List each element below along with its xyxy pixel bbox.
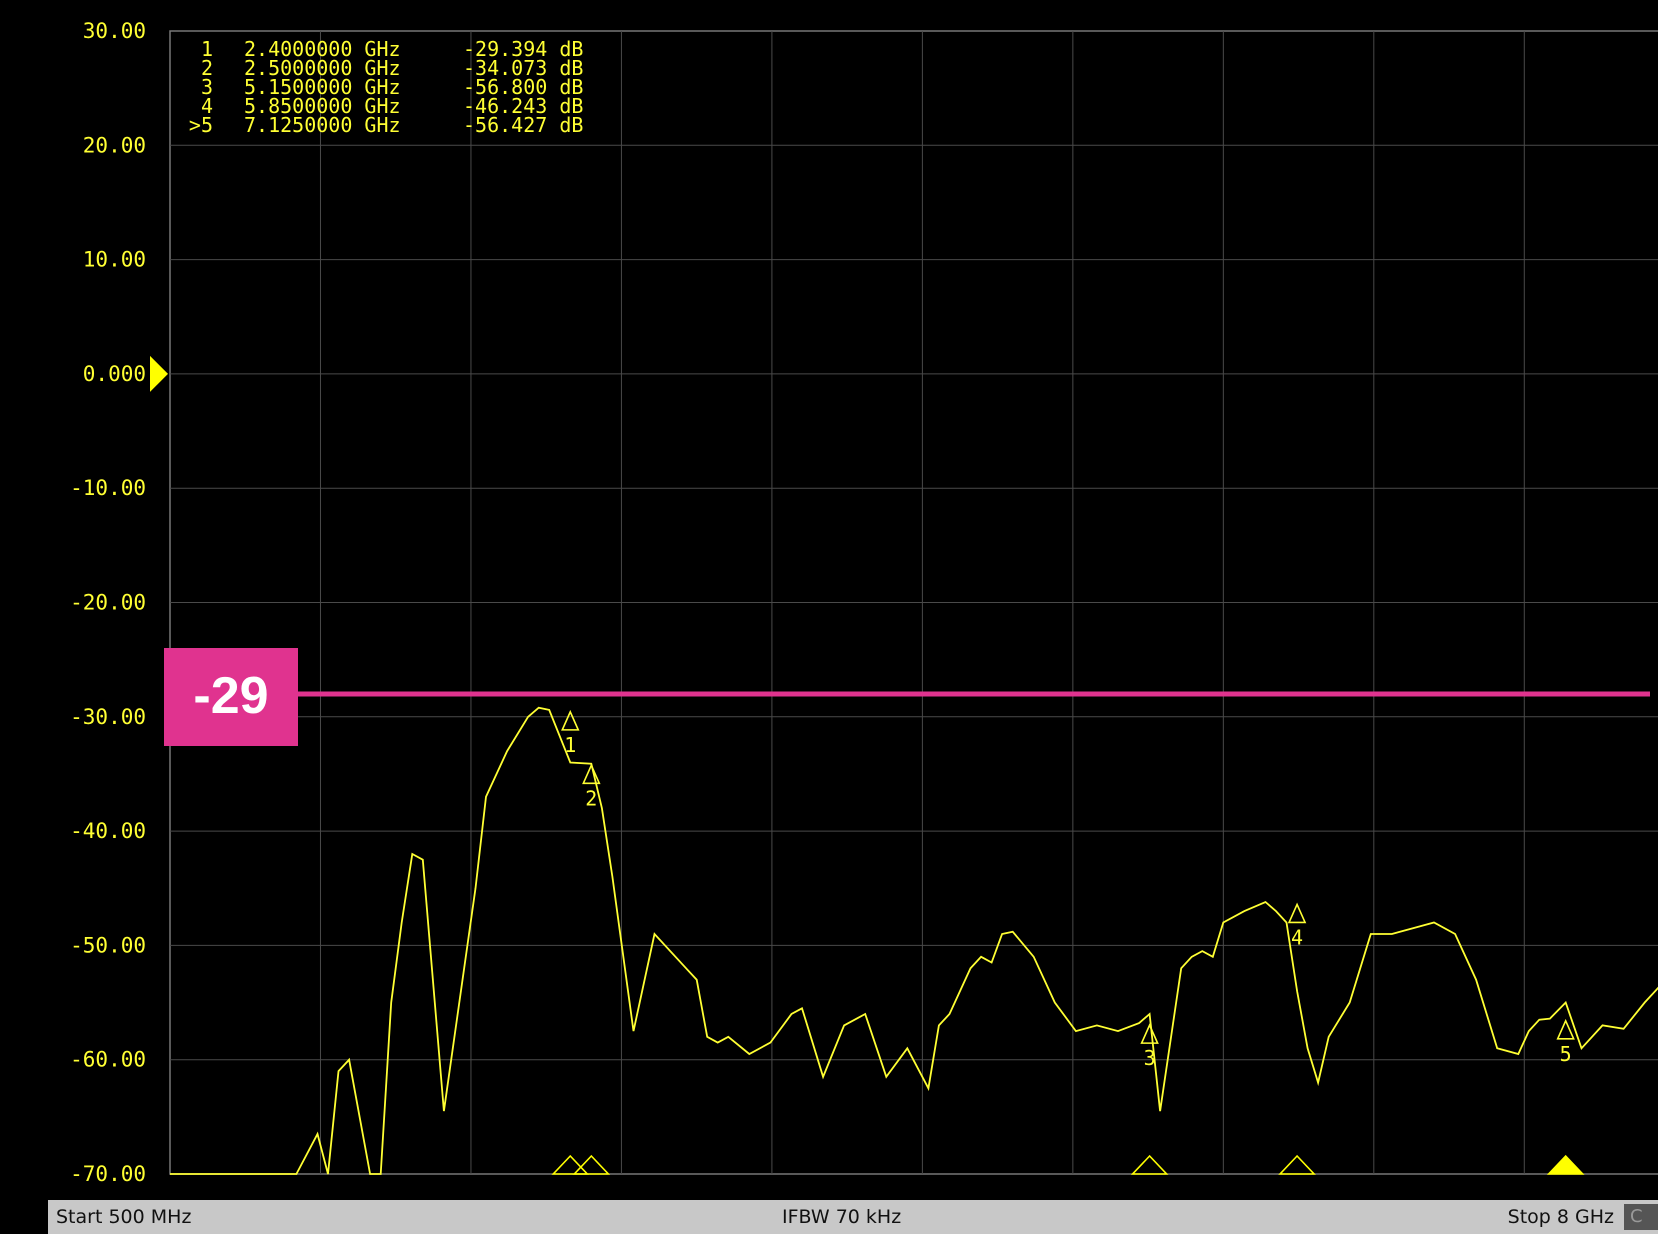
marker-table-cell: 1 (201, 37, 213, 61)
marker-table-cell: 5.1500000 GHz (244, 75, 401, 99)
y-tick-label: 30.00 (83, 19, 146, 43)
marker-table-cell: -46.243 dB (463, 94, 583, 118)
y-tick-label: -70.00 (70, 1162, 146, 1186)
trace (170, 706, 1658, 1175)
grid (169, 30, 1658, 1175)
marker-table-cell: -56.800 dB (463, 75, 583, 99)
trace-line (170, 706, 1658, 1175)
marker-label: 2 (585, 786, 597, 810)
stop-frequency[interactable]: Stop 8 GHz (1507, 1206, 1614, 1228)
marker-label: 5 (1560, 1042, 1572, 1066)
y-tick-label: 10.00 (83, 248, 146, 272)
marker-triangle (1287, 902, 1307, 924)
if-bandwidth[interactable]: IFBW 70 kHz (782, 1206, 902, 1228)
marker-label: 4 (1291, 925, 1303, 949)
y-tick-label: 0.000 (83, 362, 146, 386)
y-tick-label: -50.00 (70, 933, 146, 957)
marker-table-cell: -34.073 dB (463, 56, 583, 80)
marker-table-cell: >5 (189, 113, 213, 137)
marker-table-cell: 7.1250000 GHz (244, 113, 401, 137)
reference-level-marker (150, 355, 168, 392)
marker-table-cell: 2 (201, 56, 213, 80)
annotation-box: -29 (164, 647, 298, 746)
marker-table-cell: -56.427 dB (463, 113, 583, 137)
marker-stimulus-triangle (1278, 1154, 1316, 1175)
marker-label: 1 (564, 733, 576, 757)
marker-stimulus-triangle (551, 1154, 590, 1175)
status-bar: Start 500 MHz IFBW 70 kHz Stop 8 GHz C (48, 1200, 1658, 1234)
marker-stimulus-triangle (1130, 1154, 1169, 1175)
marker-table-cell: 5.8500000 GHz (244, 94, 401, 118)
marker-label: 3 (1144, 1046, 1156, 1070)
y-tick-label: -40.00 (70, 819, 146, 843)
y-tick-label: -20.00 (70, 591, 146, 615)
marker-stimulus-triangle (1546, 1154, 1585, 1175)
marker-table: 1 2.4000000 GHz -29.394 dB 2 2.5000000 GHz -3… (189, 37, 584, 137)
y-tick-label: -30.00 (70, 705, 146, 729)
marker-triangle (1140, 1023, 1159, 1044)
marker-triangle (582, 763, 601, 785)
y-tick-label: -60.00 (70, 1048, 146, 1072)
marker-table-cell: 3 (201, 75, 213, 99)
s-parameter-chart: 30.00 20.00 10.00 0.000 -10.00 -20.00 -30.00 -4… (70, 19, 1658, 1186)
y-tick-label: -10.00 (70, 476, 146, 500)
marker-stimulus-triangle (572, 1154, 611, 1175)
marker-table-cell: 4 (201, 94, 213, 118)
marker-triangle (561, 709, 580, 731)
marker-triangle (1556, 1018, 1575, 1040)
y-tick-labels: 30.00 20.00 10.00 0.000 -10.00 -20.00 -30.00 -4… (70, 19, 168, 1186)
annotation-label: -29 (193, 666, 269, 725)
marker-table-cell: -29.394 dB (463, 37, 583, 61)
status-chip[interactable]: C (1624, 1204, 1658, 1230)
marker-table-cell: 2.4000000 GHz (244, 37, 401, 61)
y-tick-label: 20.00 (83, 133, 146, 157)
status-chip-label: C (1630, 1206, 1643, 1227)
markers: 1 2 3 4 5 (551, 709, 1585, 1175)
start-frequency[interactable]: Start 500 MHz (56, 1206, 192, 1228)
marker-table-cell: 2.5000000 GHz (244, 56, 401, 80)
